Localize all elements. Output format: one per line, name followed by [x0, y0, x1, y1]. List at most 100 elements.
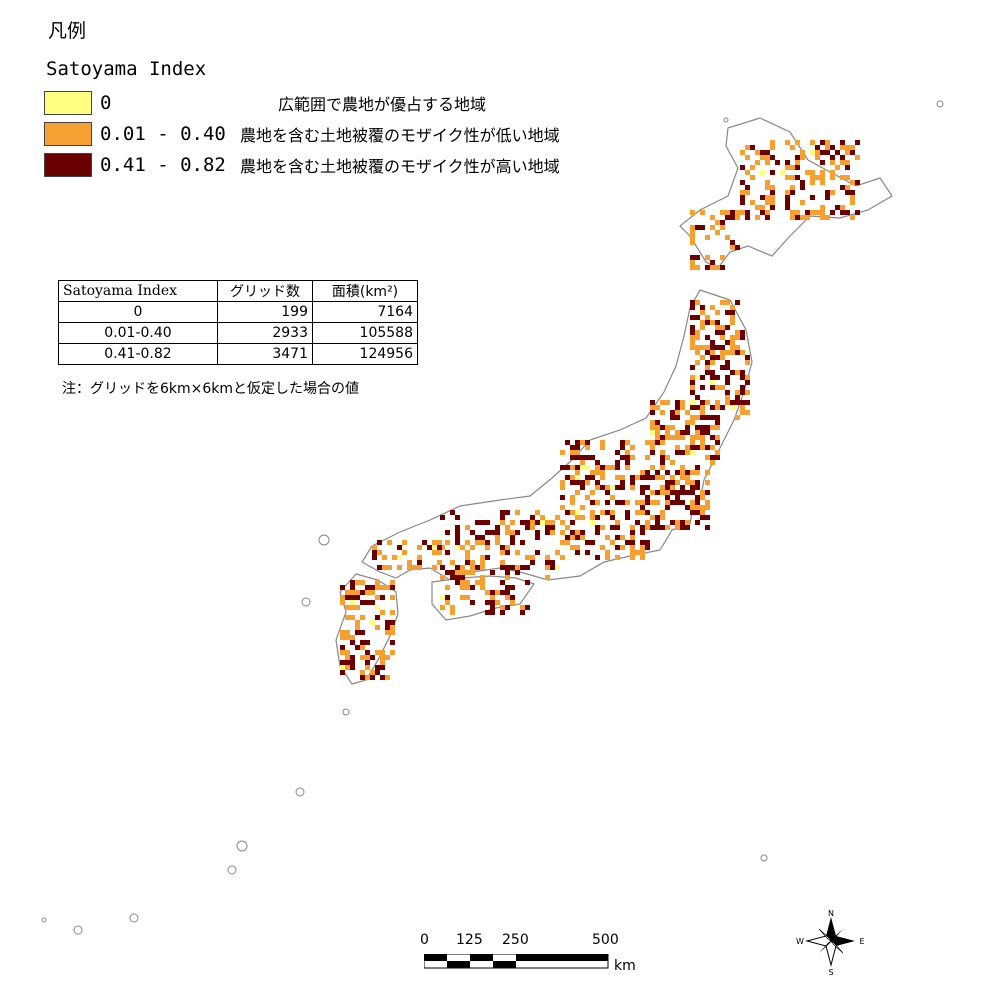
- grid-cell: [750, 175, 755, 180]
- grid-cell: [470, 565, 475, 570]
- grid-cell: [360, 640, 365, 645]
- grid-cell: [380, 585, 385, 590]
- grid-cell: [645, 495, 650, 500]
- grid-cell: [480, 580, 485, 585]
- grid-cell: [720, 265, 725, 270]
- grid-cell: [750, 200, 755, 205]
- grid-cell: [385, 585, 390, 590]
- grid-cell: [585, 495, 590, 500]
- grid-cell: [445, 550, 450, 555]
- grid-cell: [530, 515, 535, 520]
- grid-cell: [660, 465, 665, 470]
- grid-cell: [640, 550, 645, 555]
- grid-cell: [745, 155, 750, 160]
- grid-cell: [830, 175, 835, 180]
- grid-cell: [845, 175, 850, 180]
- grid-cell: [795, 210, 800, 215]
- grid-cell: [705, 490, 710, 495]
- grid-cell: [725, 310, 730, 315]
- island: [73, 925, 83, 935]
- grid-cell: [495, 530, 500, 535]
- grid-cell: [565, 465, 570, 470]
- grid-cell: [840, 155, 845, 160]
- grid-cell: [730, 350, 735, 355]
- grid-cell: [570, 510, 575, 515]
- grid-cell: [575, 465, 580, 470]
- grid-cell: [805, 210, 810, 215]
- grid-cell: [375, 595, 380, 600]
- grid-cell: [695, 435, 700, 440]
- grid-cell: [380, 595, 385, 600]
- grid-cell: [465, 555, 470, 560]
- grid-cell: [760, 170, 765, 175]
- grid-cell: [455, 580, 460, 585]
- grid-cell: [845, 145, 850, 150]
- grid-cell: [845, 160, 850, 165]
- grid-cell: [690, 470, 695, 475]
- grid-cell: [735, 395, 740, 400]
- grid-cell: [700, 310, 705, 315]
- grid-cell: [407, 560, 412, 565]
- grid-cell: [690, 440, 695, 445]
- grid-cell: [445, 530, 450, 535]
- grid-cell: [645, 545, 650, 550]
- grid-cell: [485, 540, 490, 545]
- grid-cell: [640, 505, 645, 510]
- grid-cell: [735, 210, 740, 215]
- grid-cell: [735, 350, 740, 355]
- grid-cell: [380, 655, 385, 660]
- grid-cell: [730, 215, 735, 220]
- grid-cell: [605, 550, 610, 555]
- grid-cell: [372, 555, 377, 560]
- grid-cell: [480, 540, 485, 545]
- grid-cell: [725, 380, 730, 385]
- grid-cell: [520, 565, 525, 570]
- grid-cell: [840, 140, 845, 145]
- grid-cell: [740, 385, 745, 390]
- compass-rose-icon: N S E W: [796, 909, 864, 976]
- grid-cell: [705, 370, 710, 375]
- grid-cell: [805, 170, 810, 175]
- grid-cell: [735, 370, 740, 375]
- grid-cell: [725, 360, 730, 365]
- grid-cell: [800, 200, 805, 205]
- grid-cell: [455, 545, 460, 550]
- grid-cell: [840, 175, 845, 180]
- grid-cell: [825, 195, 830, 200]
- grid-cell: [650, 430, 655, 435]
- grid-cell: [375, 585, 380, 590]
- grid-cell: [530, 560, 535, 565]
- grid-cell: [655, 475, 660, 480]
- grid-cell: [835, 205, 840, 210]
- grid-cell: [760, 205, 765, 210]
- grid-cell: [690, 490, 695, 495]
- grid-cell: [690, 330, 695, 335]
- grid-cell: [645, 525, 650, 530]
- grid-cell: [835, 165, 840, 170]
- grid-cell: [765, 160, 770, 165]
- grid-cell: [480, 565, 485, 570]
- grid-cell: [655, 490, 660, 495]
- grid-cell: [795, 215, 800, 220]
- grid-cell: [745, 380, 750, 385]
- grid-cell: [690, 390, 695, 395]
- grid-cell: [820, 150, 825, 155]
- grid-cell: [630, 475, 635, 480]
- grid-cell: [625, 500, 630, 505]
- grid-cell: [690, 235, 695, 240]
- grid-cell: [480, 520, 485, 525]
- grid-cell: [665, 485, 670, 490]
- grid-cell: [520, 520, 525, 525]
- grid-cell: [500, 580, 505, 585]
- land-outlines: [335, 117, 893, 685]
- grid-cell: [690, 210, 695, 215]
- grid-cell: [660, 475, 665, 480]
- grid-cell: [725, 365, 730, 370]
- grid-cell: [570, 455, 575, 460]
- grid-cell: [690, 260, 695, 265]
- grid-cell: [595, 480, 600, 485]
- grid-cell: [680, 470, 685, 475]
- grid-cell: [760, 155, 765, 160]
- grid-cell: [555, 550, 560, 555]
- grid-cell: [725, 350, 730, 355]
